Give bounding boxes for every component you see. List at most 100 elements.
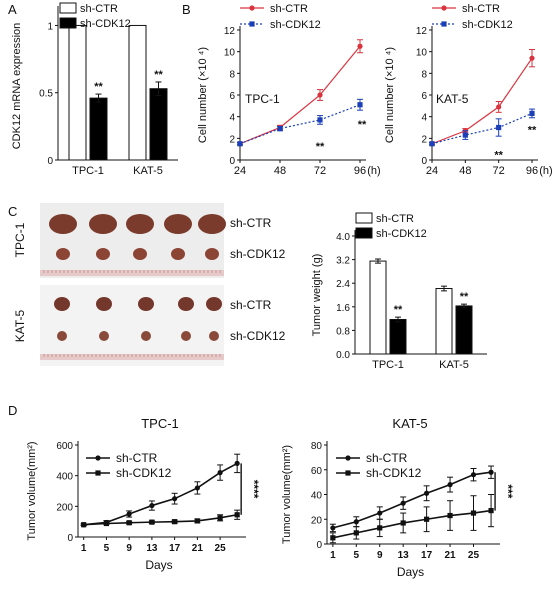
panel-b2-y-tick-label: 0 (421, 156, 427, 167)
panel-d1-series-line (83, 513, 238, 526)
panel-b2-significance: ** (494, 150, 503, 162)
panel-a-bar (128, 24, 147, 161)
panel-d1-x-tick-label: 1 (81, 543, 87, 554)
panel-d1-point (194, 518, 200, 524)
photo-side-label-tpc1: TPC-1 (13, 222, 27, 257)
panel-a-legend-swatch (59, 2, 77, 14)
panel-b1-legend-label: sh-CTR (270, 3, 308, 15)
panel-b1-point (317, 117, 323, 123)
panel-d2-y-tick-label: 20 (311, 515, 323, 526)
panel-d2-x-tick-label: 21 (444, 550, 456, 561)
panel-d2-legend-marker (345, 455, 351, 461)
panel-d2-legend-marker (345, 470, 351, 476)
panel-d2-series-line (332, 471, 492, 529)
panel-b1-x-tick-label: 48 (274, 165, 286, 177)
panel-a-y-label: CDK12 mRNA expression (11, 23, 23, 150)
panel-c-legend-swatch (355, 212, 373, 224)
panel-b1-x-tick-label: 72 (314, 165, 326, 177)
panel-d1-point (103, 520, 110, 527)
panel-d1-x-label: Days (145, 558, 172, 572)
panel-b2-y-tick-label: 12 (416, 26, 428, 37)
panel-b2-legend-label: sh-CDK12 (462, 19, 513, 31)
panel-d1-point (234, 460, 240, 466)
panel-d1-x-tick-label: 17 (169, 543, 181, 554)
panel-b2-legend-label: sh-CTR (462, 3, 500, 15)
panel-a-x-tick-label: KAT-5 (133, 165, 163, 177)
panel-b1-point (357, 102, 363, 108)
tumor-cdk12-kat5 (141, 331, 151, 341)
panel-d1-point (126, 520, 132, 526)
panel-c-y-tick-label: 3.2 (336, 256, 350, 267)
panel-a-bar (149, 88, 168, 161)
panel-a-y-tick-label: 0 (47, 156, 53, 167)
panel-d2-x-label: Days (397, 565, 424, 579)
panel-d1-point (149, 502, 155, 509)
tumor-cdk12-kat5 (99, 331, 109, 341)
panel-d2-significance: *** (501, 484, 515, 498)
panel-a-y-tick-label: 0.5 (39, 89, 53, 100)
panel-letter-c: C (8, 204, 17, 219)
panel-d2-point (470, 510, 477, 516)
panel-b1-x-tick-label: 24 (234, 165, 246, 177)
panel-a-legend-label: sh-CDK12 (80, 18, 131, 30)
panel-b1-x-tick-label: 96 (354, 165, 366, 177)
panel-d1-point (172, 519, 178, 525)
panel-d1-y-tick-label: 200 (56, 502, 73, 513)
tumor-cdk12-tpc1 (56, 248, 70, 260)
tumor-cdk12-kat5 (209, 331, 219, 341)
panel-b2-point (529, 110, 535, 117)
tumor-cdk12-tpc1 (133, 248, 147, 260)
panel-d2-y-tick-label: 60 (311, 466, 323, 477)
panel-d1-legend-label: sh-CTR (116, 451, 158, 465)
panel-a-significance: ** (94, 81, 103, 93)
panel-d2-legend-label: sh-CTR (366, 451, 408, 465)
tumor-cdk12-tpc1 (96, 248, 110, 260)
panel-b1-y-tick-label: 6 (229, 91, 235, 102)
panel-d2-point (424, 516, 430, 522)
panel-b2-y-label: Cell number (×10 ⁴) (384, 47, 396, 143)
panel-d2-point (447, 512, 453, 519)
panel-b2-y-tick-label: 2 (421, 134, 427, 145)
panel-a-bar (68, 24, 87, 161)
tumor-ctr-tpc1 (89, 214, 117, 234)
panel-d2-x-tick-label: 25 (468, 550, 480, 561)
panel-d2-point (488, 507, 494, 514)
panel-b2-x-tick-label: 48 (459, 165, 471, 177)
panel-d1-legend-marker (95, 470, 101, 476)
panel-b1-y-label: Cell number (×10 ⁴) (197, 47, 209, 143)
tumor-ctr-kat5 (138, 297, 154, 311)
panel-d2-point (330, 525, 336, 531)
panel-d2-y-tick-label: 40 (311, 491, 323, 502)
panel-b1-series-line (239, 104, 361, 145)
panel-c-legend-label: sh-CTR (376, 213, 414, 225)
photo-row-label: sh-CDK12 (230, 247, 286, 261)
panel-b1-y-tick-label: 4 (229, 113, 235, 124)
panel-c-legend-label: sh-CDK12 (376, 228, 427, 240)
panel-d2-legend-label: sh-CDK12 (366, 466, 422, 480)
panel-c-y-tick-label: 0.0 (336, 350, 350, 361)
panel-b2-series-line (431, 112, 533, 145)
panel-d1-point (81, 522, 87, 528)
tumor-ctr-tpc1 (198, 214, 226, 234)
panel-b2-y-tick-label: 6 (421, 91, 427, 102)
panel-d1-y-label: Tumor volume(mm²) (26, 441, 38, 540)
photo-row-label: sh-CDK12 (230, 329, 286, 343)
panel-b2-significance: ** (528, 124, 537, 136)
panel-d2-y-tick-label: 80 (311, 441, 323, 452)
panel-b1-point (357, 43, 363, 49)
panel-b1-point (237, 141, 243, 147)
panel-d1-point (217, 515, 223, 521)
panel-b2-y-tick-label: 10 (416, 48, 428, 59)
panel-c-significance: ** (394, 304, 403, 316)
panel-b1-y-tick-label: 2 (229, 134, 235, 145)
panel-c-bar (455, 305, 473, 355)
panel-c-x-tick-label: KAT-5 (439, 359, 469, 371)
panel-b1-y-tick-label: 8 (229, 69, 235, 80)
tumor-ctr-tpc1 (49, 214, 77, 234)
panel-d2-title: KAT-5 (392, 416, 427, 431)
panel-c-y-tick-label: 0.8 (336, 326, 350, 337)
panel-b1-legend-marker (249, 21, 255, 27)
photo-row-label: sh-CTR (230, 298, 272, 312)
panel-c-bar (435, 288, 453, 355)
